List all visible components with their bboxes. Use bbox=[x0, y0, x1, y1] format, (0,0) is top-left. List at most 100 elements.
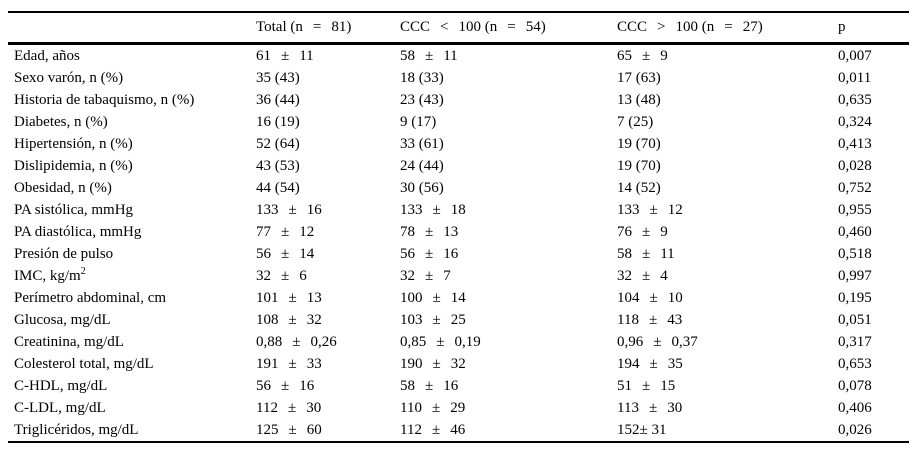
cell-ccc-over-100: 58 ±11 bbox=[617, 246, 838, 263]
value-text: 11 bbox=[299, 47, 314, 64]
value-text: 33 bbox=[306, 355, 322, 372]
table-row: Perímetro abdominal, cm 101 ±13 100 ±14 104 ±1… bbox=[8, 287, 909, 309]
cell-ccc-under-100: 100 ±14 bbox=[400, 290, 617, 307]
value-text: 133 bbox=[256, 201, 279, 218]
cell-p-value: 0,028 bbox=[838, 158, 909, 175]
value-text: 36 (44) bbox=[256, 91, 300, 108]
cell-total: 32 ±6 bbox=[256, 268, 400, 285]
value-text: 16 bbox=[443, 245, 459, 262]
operator-glyph: ± bbox=[432, 355, 441, 372]
value-text: 191 bbox=[256, 355, 279, 372]
value-text: 61 bbox=[256, 47, 271, 64]
cell-ccc-over-100: 76 ±9 bbox=[617, 224, 838, 241]
value-text: 32 bbox=[306, 311, 322, 328]
cell-ccc-under-100: 24 (44) bbox=[400, 158, 617, 175]
cell-total: 112 ±30 bbox=[256, 400, 400, 417]
row-label: Creatinina, mg/dL bbox=[14, 333, 124, 350]
row-label: C-HDL, mg/dL bbox=[14, 377, 108, 394]
value-text: 10 bbox=[667, 289, 683, 306]
value-text: 13 bbox=[306, 289, 322, 306]
operator-glyph: ± bbox=[649, 289, 658, 306]
value-text: 14 bbox=[299, 245, 315, 262]
superscript: 2 bbox=[80, 265, 86, 277]
row-label: IMC, kg/m2 bbox=[14, 265, 86, 284]
cell-p-value: 0,324 bbox=[838, 114, 909, 131]
value-text: 104 bbox=[617, 289, 640, 306]
value-text: 12 bbox=[299, 223, 315, 240]
cell-total: 191 ±33 bbox=[256, 356, 400, 373]
value-text: 30 bbox=[306, 399, 322, 416]
cell-ccc-under-100: 30 (56) bbox=[400, 180, 617, 197]
value-text: 7 (25) bbox=[617, 113, 654, 130]
row-label: C-LDL, mg/dL bbox=[14, 399, 106, 416]
cell-total: 52 (64) bbox=[256, 136, 400, 153]
value-text: 7 bbox=[443, 267, 451, 284]
value-text: 29 bbox=[450, 399, 466, 416]
cell-ccc-under-100: 32 ±7 bbox=[400, 268, 617, 285]
value-text: 0,078 bbox=[838, 377, 872, 394]
row-label: PA sistólica, mmHg bbox=[14, 201, 134, 218]
cell-p-value: 0,518 bbox=[838, 246, 909, 263]
value-text: 14 (52) bbox=[617, 179, 661, 196]
value-text: 9 (17) bbox=[400, 113, 437, 130]
cell-p-value: 0,460 bbox=[838, 224, 909, 241]
value-text: 56 bbox=[400, 245, 415, 262]
cell-ccc-over-100: 13 (48) bbox=[617, 92, 838, 109]
row-label: Historia de tabaquismo, n (%) bbox=[14, 91, 195, 108]
value-text: 0,317 bbox=[838, 333, 872, 350]
operator-glyph: ± bbox=[648, 311, 658, 328]
value-text: 30 (56) bbox=[400, 179, 444, 196]
value-text: 25 bbox=[450, 311, 466, 328]
cell-ccc-under-100: 9 (17) bbox=[400, 114, 617, 131]
value-text: 133 bbox=[400, 201, 423, 218]
operator-glyph: < bbox=[440, 19, 449, 35]
value-text: 0,406 bbox=[838, 399, 872, 416]
value-text: 78 bbox=[400, 223, 415, 240]
operator-glyph: = bbox=[507, 19, 516, 35]
row-label: Sexo varón, n (%) bbox=[14, 69, 124, 86]
value-text: 100 (n bbox=[675, 19, 715, 35]
column-header-p-value: p bbox=[838, 19, 909, 36]
value-text: 58 bbox=[400, 47, 415, 64]
operator-glyph: ± bbox=[648, 399, 658, 416]
operator-glyph: ± bbox=[288, 201, 297, 218]
cell-ccc-under-100: 190 ±32 bbox=[400, 356, 617, 373]
value-text: 113 bbox=[617, 399, 639, 416]
cell-total: 77 ±12 bbox=[256, 224, 400, 241]
cell-p-value: 0,026 bbox=[838, 422, 909, 439]
table-row: C-HDL, mg/dL 56 ±16 58 ±16 51 ±15 0,078 bbox=[8, 375, 909, 397]
operator-glyph: ± bbox=[288, 289, 297, 306]
value-text: 0,518 bbox=[838, 245, 872, 262]
value-text: 9 bbox=[660, 223, 668, 240]
value-text: CCC bbox=[400, 19, 431, 35]
cell-p-value: 0,997 bbox=[838, 268, 909, 285]
value-text: 0,653 bbox=[838, 355, 872, 372]
cell-total: 101 ±13 bbox=[256, 290, 400, 307]
value-text: 24 (44) bbox=[400, 157, 444, 174]
cell-p-value: 0,317 bbox=[838, 334, 909, 351]
value-text: 0,324 bbox=[838, 113, 872, 130]
table-row: PA sistólica, mmHg 133 ±16 133 ±18 133 ±12 0,95… bbox=[8, 199, 909, 221]
table-row: C-LDL, mg/dL 112 ±30 110 ±29 113 ±30 0,406 bbox=[8, 397, 909, 419]
value-text: 133 bbox=[617, 201, 640, 218]
value-text: 0,85 bbox=[400, 333, 427, 350]
table-row: Historia de tabaquismo, n (%) 36 (44) 23 (… bbox=[8, 89, 909, 111]
table-row: Creatinina, mg/dL 0,88 ±0,26 0,85 ±0,19 0,96 ±… bbox=[8, 331, 909, 353]
cell-ccc-over-100: 118 ±43 bbox=[617, 312, 838, 329]
row-label: Diabetes, n (%) bbox=[14, 113, 108, 130]
operator-glyph: ± bbox=[653, 333, 662, 350]
cell-total: 108 ±32 bbox=[256, 312, 400, 329]
cell-ccc-under-100: 133 ±18 bbox=[400, 202, 617, 219]
value-text: 58 bbox=[400, 377, 415, 394]
cell-ccc-over-100: 7 (25) bbox=[617, 114, 838, 131]
value-text: 16 bbox=[299, 377, 315, 394]
cell-total: 61 ±11 bbox=[256, 48, 400, 65]
value-text: 14 bbox=[450, 289, 466, 306]
value-text: 54) bbox=[525, 19, 546, 35]
value-text: 0,195 bbox=[838, 289, 872, 306]
value-text: 35 (43) bbox=[256, 69, 300, 86]
cell-p-value: 0,752 bbox=[838, 180, 909, 197]
operator-glyph: ± bbox=[281, 223, 290, 240]
row-label: Triglicéridos, mg/dL bbox=[14, 421, 139, 438]
operator-glyph: = bbox=[724, 19, 733, 35]
